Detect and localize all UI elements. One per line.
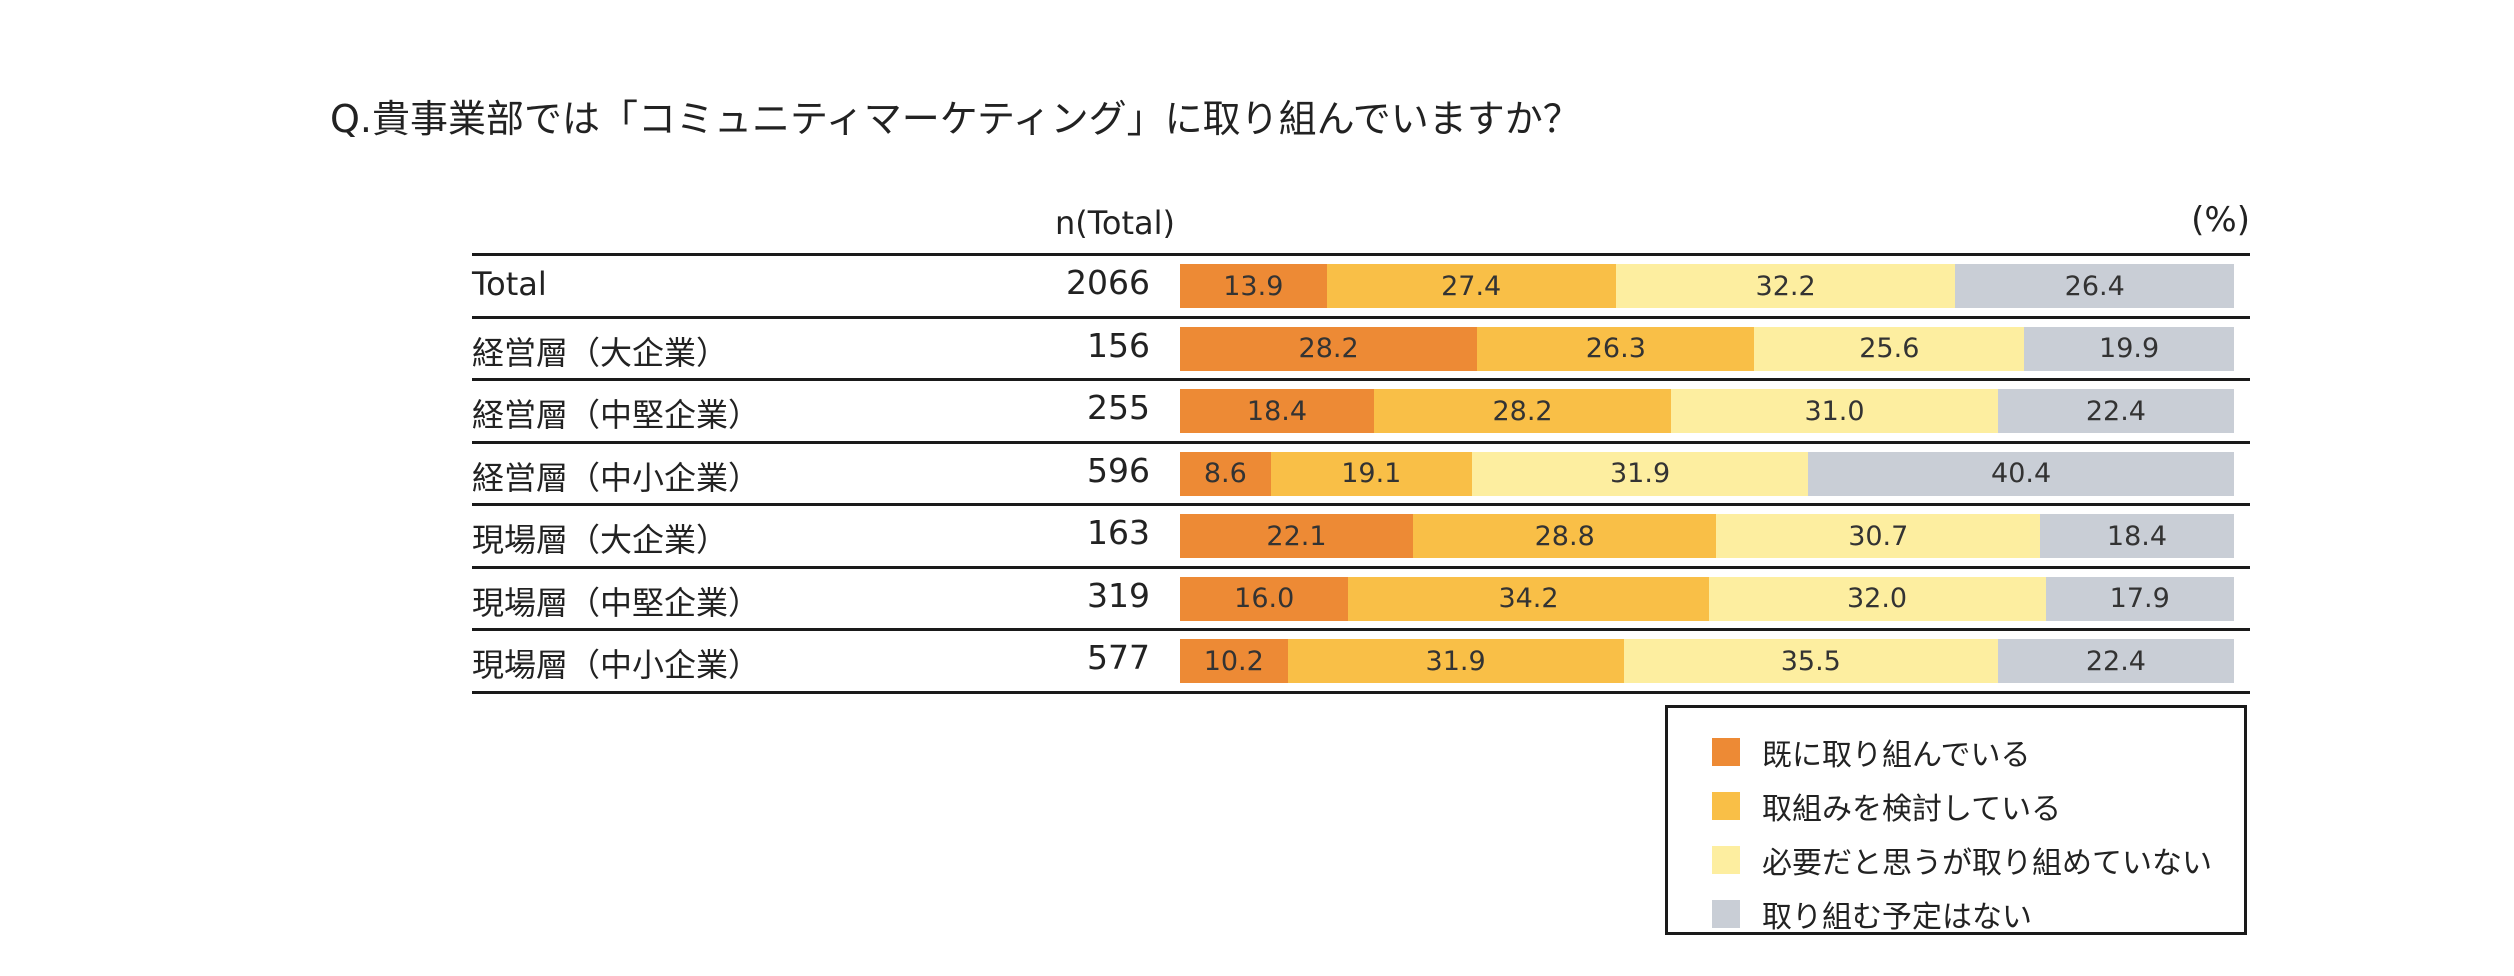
bar-segment: 19.9	[2024, 326, 2234, 371]
row-label: Total	[472, 265, 547, 303]
bar-segment: 27.4	[1326, 264, 1616, 308]
legend-label: 既に取り組んでいる	[1762, 738, 2031, 773]
bar-segment: 31.0	[1671, 389, 1998, 433]
legend-label: 必要だと思うが取り組めていない	[1762, 846, 2212, 881]
row-n-value: 255	[1087, 388, 1150, 427]
unit-label: (%)	[2191, 200, 2250, 240]
bar-segment: 19.1	[1270, 451, 1472, 496]
row-divider	[472, 440, 2250, 444]
bar-segment: 22.1	[1180, 514, 1413, 558]
bar-segment: 13.9	[1180, 264, 1327, 308]
bar-row: 18.4 28.2 31.0 22.4	[1180, 389, 2234, 433]
bar-segment: 32.0	[1708, 576, 2046, 621]
bar-segment: 26.4	[1955, 264, 2234, 308]
row-label: 経営層（大企業）	[472, 333, 729, 372]
bar-segment: 26.3	[1477, 326, 1755, 371]
bar-segment: 22.4	[1997, 389, 2234, 433]
legend-label: 取組みを検討している	[1762, 792, 2062, 827]
row-divider	[472, 690, 2250, 694]
row-label: 経営層（中小企業）	[472, 458, 761, 497]
row-n-value: 163	[1087, 513, 1150, 552]
bar-segment: 16.0	[1180, 576, 1349, 621]
n-column-header: n(Total)	[1055, 204, 1175, 242]
legend-item-no-plan: 取り組む予定はない	[1712, 892, 2032, 936]
legend-label: 取り組む予定はない	[1762, 900, 2032, 935]
row-label: 現場層（中堅企業）	[472, 583, 761, 622]
legend-swatch	[1712, 900, 1740, 928]
bar-segment: 28.2	[1373, 389, 1672, 433]
bar-segment: 8.6	[1180, 451, 1271, 496]
bar-segment: 18.4	[2040, 514, 2234, 558]
bar-row: 13.9 27.4 32.2 26.4	[1180, 264, 2234, 308]
bar-segment: 28.2	[1180, 326, 1478, 371]
row-divider	[472, 315, 2250, 319]
bar-row: 10.2 31.9 35.5 22.4	[1180, 639, 2234, 683]
row-n-value: 156	[1087, 325, 1150, 365]
bar-segment: 31.9	[1287, 639, 1624, 683]
bar-segment: 40.4	[1808, 451, 2234, 496]
bar-segment: 10.2	[1180, 639, 1288, 683]
legend-swatch	[1712, 738, 1740, 766]
bar-row: 28.2 26.3 25.6 19.9	[1180, 326, 2234, 371]
row-divider	[472, 565, 2250, 569]
legend-swatch	[1712, 792, 1740, 820]
bar-segment: 17.9	[2045, 576, 2234, 621]
row-label: 現場層（大企業）	[472, 521, 729, 559]
bar-segment: 30.7	[1716, 514, 2041, 558]
legend-item-already: 既に取り組んでいる	[1712, 730, 2031, 774]
row-label: 経営層（中堅企業）	[472, 396, 761, 434]
row-divider	[472, 378, 2250, 381]
bar-segment: 31.9	[1471, 451, 1809, 496]
bar-segment: 32.2	[1615, 264, 1956, 308]
row-divider	[472, 628, 2250, 631]
row-n-value: 577	[1087, 638, 1150, 677]
legend-swatch	[1712, 846, 1740, 874]
row-divider	[472, 503, 2250, 506]
bar-segment: 34.2	[1348, 576, 1709, 621]
row-n-value: 2066	[1066, 263, 1150, 302]
bar-row: 22.1 28.8 30.7 18.4	[1180, 514, 2234, 558]
bar-segment: 35.5	[1623, 639, 1998, 683]
bar-row: 8.6 19.1 31.9 40.4	[1180, 451, 2234, 496]
row-n-value: 319	[1087, 575, 1150, 615]
bar-segment: 18.4	[1180, 389, 1374, 433]
row-n-value: 596	[1087, 450, 1150, 490]
row-label: 現場層（中小企業）	[472, 646, 761, 684]
row-divider	[472, 253, 2250, 256]
bar-row: 16.0 34.2 32.0 17.9	[1180, 576, 2234, 621]
bar-segment: 22.4	[1997, 639, 2234, 683]
legend-item-considering: 取組みを検討している	[1712, 784, 2061, 828]
legend: 既に取り組んでいる 取組みを検討している 必要だと思うが取り組めていない 取り組…	[1665, 705, 2247, 935]
legend-item-needed-not-yet: 必要だと思うが取り組めていない	[1712, 838, 2212, 882]
chart-title: Q.貴事業部では「コミュニティマーケティング」に取り組んでいますか？	[330, 97, 1581, 141]
bar-segment: 25.6	[1754, 326, 2025, 371]
bar-segment: 28.8	[1412, 514, 1717, 558]
